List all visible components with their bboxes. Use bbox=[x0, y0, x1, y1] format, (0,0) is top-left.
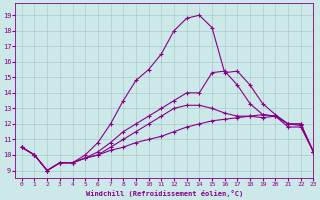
X-axis label: Windchill (Refroidissement éolien,°C): Windchill (Refroidissement éolien,°C) bbox=[86, 190, 243, 197]
